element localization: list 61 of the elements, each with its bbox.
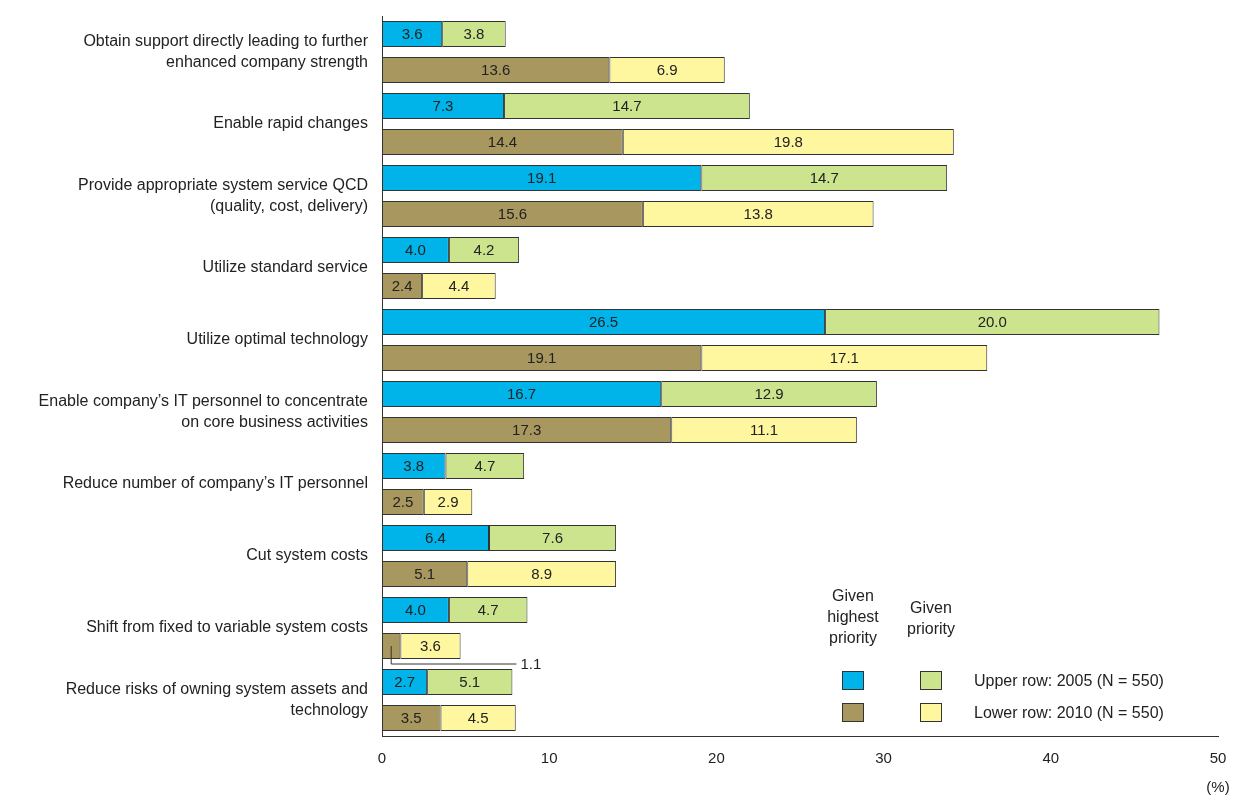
data-label: 4.5 [467,709,489,727]
data-label: 4.0 [405,241,426,259]
data-label: 6.9 [656,61,678,79]
data-label: 4.4 [448,277,470,295]
data-label: 3.8 [463,25,485,43]
data-label: 17.3 [512,421,542,439]
y-tick-label: Enable rapid changes [213,114,368,132]
y-tick-label: Utilize standard service [202,258,369,276]
y-tick-label: Cut system costs [246,546,368,564]
data-label: 4.0 [405,601,426,619]
data-label: 26.5 [588,313,619,331]
data-label: 7.6 [542,529,563,547]
data-label: 19.1 [527,169,557,187]
x-tick-label: 10 [540,749,558,767]
data-label: 1.1 [520,655,542,673]
annotation: Upper row: 2005 (N = 550) [974,671,1164,691]
text: Given priority [906,598,956,639]
data-label: 7.3 [432,97,454,115]
data-label: 13.6 [481,61,511,79]
x-tick-label: 0 [377,749,387,767]
data-label: 5.1 [414,565,436,583]
data-label: 16.7 [507,385,537,403]
annotation: Lower row: 2010 (N = 550) [974,703,1164,723]
x-tick-label: 30 [875,749,892,767]
y-tick-label: Reduce number of company’s IT personnel [62,474,368,492]
data-label: 2.9 [437,493,459,511]
data-label: 15.6 [497,205,528,223]
data-label: 12.9 [754,385,784,403]
data-label: 4.7 [477,601,499,619]
data-label: 17.1 [829,349,859,367]
y-tick-label: Utilize optimal technology [186,330,368,348]
data-label: 14.4 [487,133,517,151]
data-label: 2.7 [394,673,415,691]
data-label: 20.0 [977,313,1007,331]
data-label: 13.8 [743,205,773,223]
data-label: 4.2 [473,241,495,259]
y-tick-label: Reduce risks of owning system assets and technology [65,679,368,718]
x-tick-label: 20 [708,749,725,767]
y-tick-label: Shift from fixed to variable system costs [86,618,368,636]
data-label: 2.5 [392,493,414,511]
data-label: 19.1 [527,349,557,367]
data-label: 3.5 [400,709,422,727]
data-label: 3.6 [401,25,423,43]
data-label: 8.9 [531,565,553,583]
data-label: 19.8 [773,133,803,151]
y-tick-label: Obtain support directly leading to further enhanced company strength [83,31,369,70]
data-label: 14.7 [809,169,839,187]
x-tick-label: 40 [1042,749,1060,767]
data-label: 6.4 [425,529,446,547]
data-label: 14.7 [612,97,642,115]
data-label: 4.7 [474,457,496,475]
data-label: 5.1 [459,673,481,691]
data-label: 3.6 [420,637,441,655]
data-label: 3.8 [403,457,425,475]
y-tick-label: Provide appropriate system service QCD (quality, cost, delivery) [78,175,368,214]
data-label: 11.1 [750,421,779,439]
y-tick-label: Enable company’s IT personnel to concentrate on core business activities [38,391,369,430]
x-tick-label: 50 [1209,749,1227,767]
data-label: 2.4 [391,277,413,295]
x-axis-title: (%) [1206,778,1230,796]
text: Given highest priority [826,586,880,648]
